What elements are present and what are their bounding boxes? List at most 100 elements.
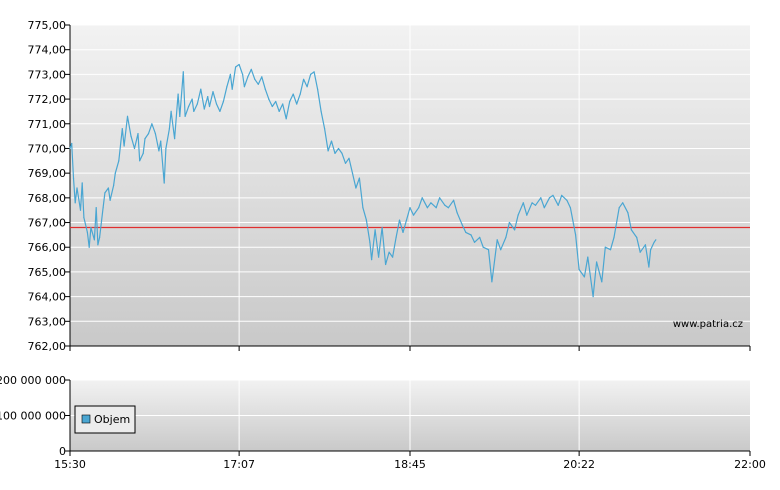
price-point bbox=[500, 249, 502, 251]
price-point bbox=[330, 140, 333, 142]
price-point bbox=[465, 231, 467, 233]
price-point bbox=[268, 98, 270, 100]
price-point bbox=[601, 281, 603, 283]
price-point bbox=[289, 100, 291, 103]
price-point bbox=[430, 202, 432, 204]
price-point bbox=[264, 88, 266, 90]
price-point bbox=[250, 68, 252, 70]
price-point bbox=[439, 197, 441, 199]
price-point bbox=[165, 147, 167, 150]
price-point bbox=[137, 133, 139, 135]
price-point bbox=[107, 187, 109, 189]
price-point bbox=[587, 256, 589, 258]
price-point bbox=[470, 234, 472, 236]
price-point bbox=[557, 204, 559, 206]
price-point bbox=[222, 100, 224, 103]
price-point bbox=[109, 199, 111, 201]
price-point bbox=[426, 207, 428, 209]
price-point bbox=[235, 66, 237, 68]
price-x-ticks bbox=[69, 346, 751, 351]
price-point bbox=[83, 217, 85, 219]
price-point bbox=[168, 128, 170, 130]
price-point bbox=[453, 199, 455, 201]
price-point bbox=[226, 86, 228, 88]
price-y-tick-label: 768,00 bbox=[28, 192, 67, 205]
price-point bbox=[144, 138, 146, 140]
price-point bbox=[254, 78, 256, 80]
price-point bbox=[479, 236, 481, 238]
price-point bbox=[444, 204, 446, 206]
price-point bbox=[514, 229, 516, 231]
price-point bbox=[238, 63, 240, 66]
price-y-tick-label: 764,00 bbox=[28, 291, 67, 304]
price-point bbox=[275, 100, 277, 103]
price-point bbox=[133, 147, 136, 150]
price-point bbox=[212, 91, 214, 93]
price-y-tick-label: 766,00 bbox=[28, 241, 67, 254]
price-point bbox=[639, 251, 641, 253]
legend: Objem bbox=[74, 405, 136, 434]
volume-x-ticks: 15:30 17:07 18:45 20:22 22:00 bbox=[54, 451, 766, 471]
price-point bbox=[566, 199, 568, 201]
price-point bbox=[188, 105, 190, 108]
price-point bbox=[123, 145, 125, 147]
price-point bbox=[142, 152, 144, 154]
price-point bbox=[215, 103, 218, 105]
price-point bbox=[193, 110, 195, 112]
price-point bbox=[456, 212, 458, 214]
price-point bbox=[86, 231, 88, 233]
x-tick-label: 15:30 bbox=[54, 458, 86, 471]
price-point bbox=[247, 76, 249, 78]
price-point bbox=[257, 83, 259, 85]
price-point bbox=[139, 160, 141, 162]
price-point bbox=[351, 172, 354, 174]
price-point bbox=[517, 214, 519, 216]
price-y-tick-label: 771,00 bbox=[28, 118, 67, 131]
price-y-tick-label: 775,00 bbox=[28, 19, 67, 32]
price-point bbox=[569, 207, 572, 209]
price-point bbox=[392, 256, 394, 258]
price-point bbox=[69, 147, 71, 150]
price-point bbox=[365, 219, 367, 221]
price-point bbox=[412, 214, 415, 216]
price-point bbox=[592, 296, 594, 298]
price-point bbox=[207, 96, 209, 98]
price-point bbox=[310, 73, 312, 75]
price-point bbox=[306, 86, 308, 88]
price-point bbox=[191, 98, 193, 100]
price-point bbox=[271, 105, 273, 108]
price-point bbox=[402, 231, 404, 233]
price-point bbox=[534, 204, 537, 206]
price-point bbox=[334, 152, 336, 154]
price-point bbox=[548, 197, 551, 199]
price-y-tick-label: 767,00 bbox=[28, 217, 67, 230]
price-y-tick-label: 774,00 bbox=[28, 44, 67, 57]
price-point bbox=[526, 214, 528, 216]
price-point bbox=[79, 209, 82, 211]
legend-label: Objem bbox=[94, 413, 130, 426]
price-point bbox=[613, 236, 615, 238]
price-point bbox=[609, 249, 612, 251]
price-point bbox=[74, 202, 76, 204]
volume-y-tick-label: 200 000 000 bbox=[0, 374, 66, 387]
price-point bbox=[102, 207, 104, 209]
price-point bbox=[371, 259, 373, 261]
price-point bbox=[130, 135, 132, 137]
price-point bbox=[278, 110, 280, 112]
price-point bbox=[344, 162, 347, 164]
price-point bbox=[231, 88, 233, 90]
price-point bbox=[348, 157, 350, 159]
price-point bbox=[72, 177, 75, 179]
price-point bbox=[182, 71, 184, 73]
price-point bbox=[118, 160, 120, 162]
price-point bbox=[650, 249, 652, 251]
price-point bbox=[355, 187, 357, 189]
price-y-tick-label: 763,00 bbox=[28, 315, 67, 328]
price-point bbox=[95, 207, 97, 209]
price-y-tick-label: 765,00 bbox=[28, 266, 67, 279]
price-point bbox=[627, 212, 629, 214]
price-point bbox=[170, 110, 172, 112]
price-point bbox=[491, 281, 493, 283]
price-point bbox=[578, 268, 580, 271]
